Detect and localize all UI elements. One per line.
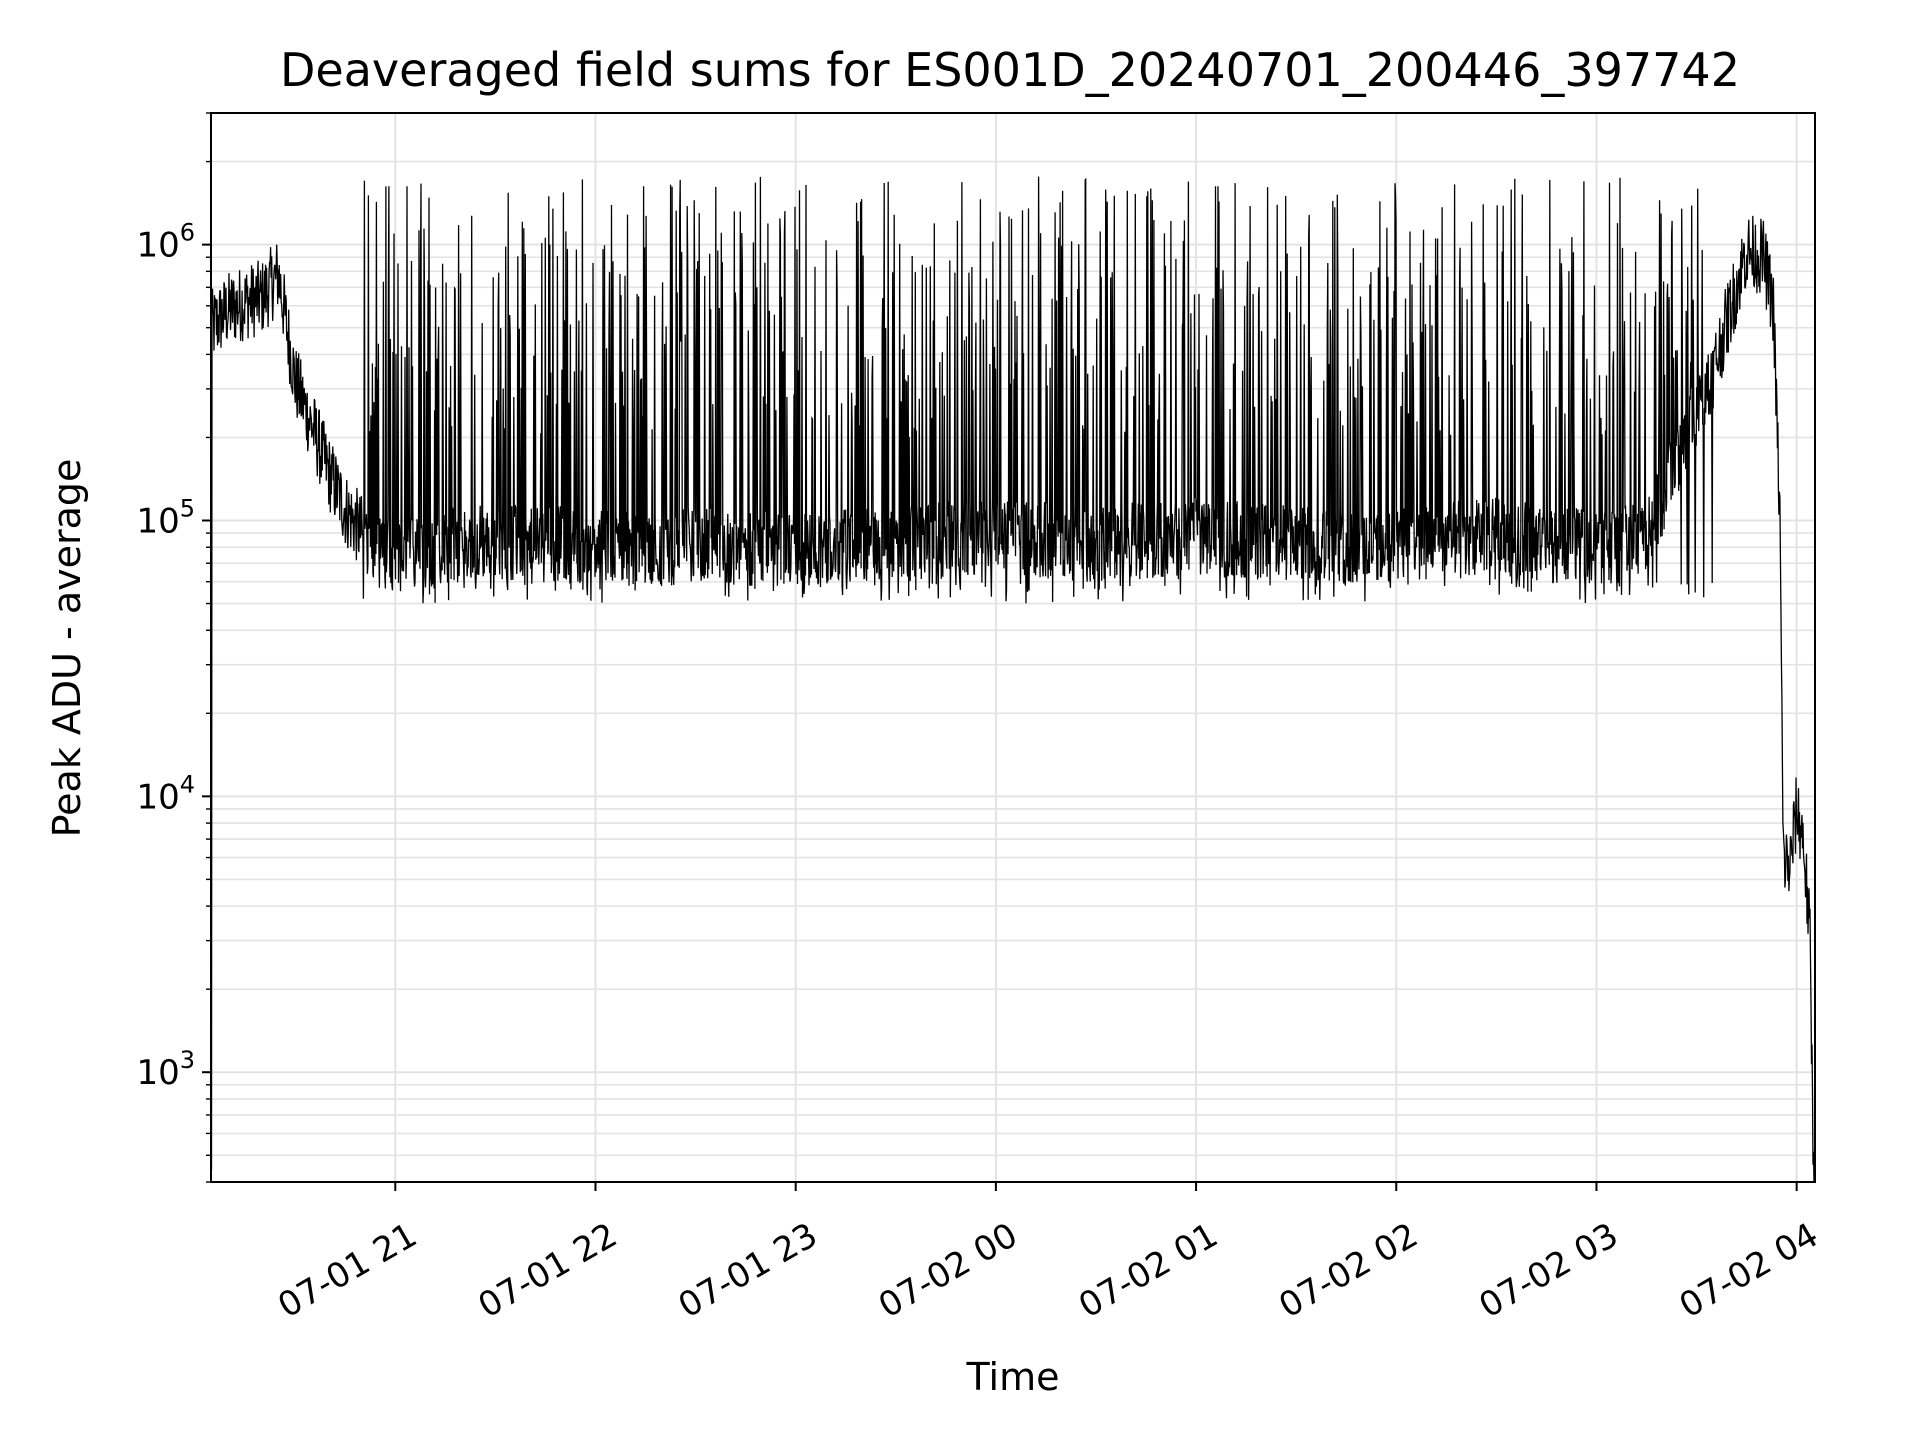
- plot-frame: [210, 112, 1816, 1183]
- chart-title: Deaveraged field sums for ES001D_2024070…: [280, 43, 1740, 97]
- y-tick-label: 105: [136, 494, 195, 541]
- y-tick-label: 103: [136, 1046, 195, 1093]
- series-line: [210, 176, 1816, 1183]
- x-axis-label: Time: [966, 1355, 1060, 1399]
- data-series: [210, 176, 1816, 1183]
- y-axis-label: Peak ADU - average: [45, 459, 89, 838]
- y-tick-label: 106: [136, 219, 195, 266]
- y-tick-label: 104: [136, 770, 195, 817]
